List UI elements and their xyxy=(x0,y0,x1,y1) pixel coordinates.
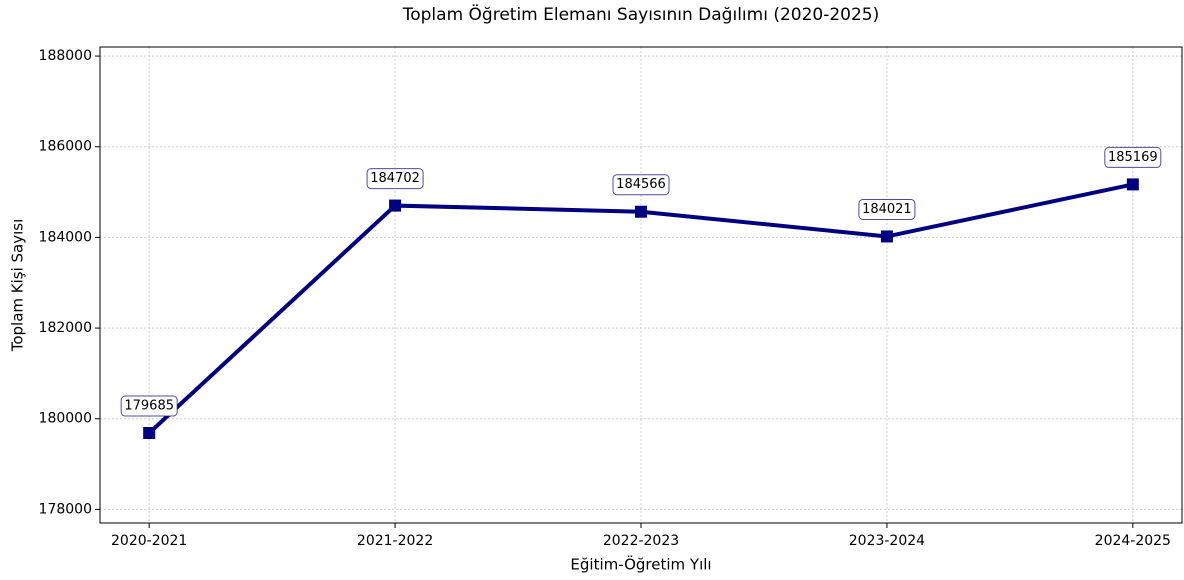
label-box xyxy=(366,168,424,190)
label-box xyxy=(858,198,916,220)
x-axis-label: Eğitim-Öğretim Yılı xyxy=(570,555,711,574)
y-tick-label: 182000 xyxy=(39,320,92,336)
y-tick-label: 186000 xyxy=(39,139,92,155)
data-label: 184021 xyxy=(862,202,912,217)
x-tick-label: 2020-2021 xyxy=(111,533,187,549)
x-tick-label: 2023-2024 xyxy=(849,533,925,549)
y-tick-label: 180000 xyxy=(39,411,92,427)
marker xyxy=(880,230,893,243)
chart-title: Toplam Öğretim Elemanı Sayısının Dağılım… xyxy=(402,3,880,25)
marker xyxy=(635,205,647,218)
marker xyxy=(1126,178,1139,191)
y-tick-label: 188000 xyxy=(39,48,92,64)
label-box xyxy=(1104,146,1162,168)
y-tick-label: 178000 xyxy=(39,501,92,517)
data-label: 184702 xyxy=(370,171,420,186)
x-tick-label: 2022-2023 xyxy=(603,533,679,549)
data-label: 179685 xyxy=(124,399,174,414)
label-box xyxy=(612,174,670,196)
data-label: 184566 xyxy=(616,177,666,192)
label-box xyxy=(120,395,178,417)
plot-frame xyxy=(99,46,1183,524)
data-label: 185169 xyxy=(1108,150,1158,165)
x-tick-label: 2021-2022 xyxy=(357,533,433,549)
x-tick-label: 2024-2025 xyxy=(1095,533,1171,549)
y-axis-label: Toplam Kişi Sayısı xyxy=(9,219,27,353)
marker xyxy=(143,427,156,440)
marker xyxy=(389,199,402,212)
y-tick-label: 184000 xyxy=(39,229,92,245)
